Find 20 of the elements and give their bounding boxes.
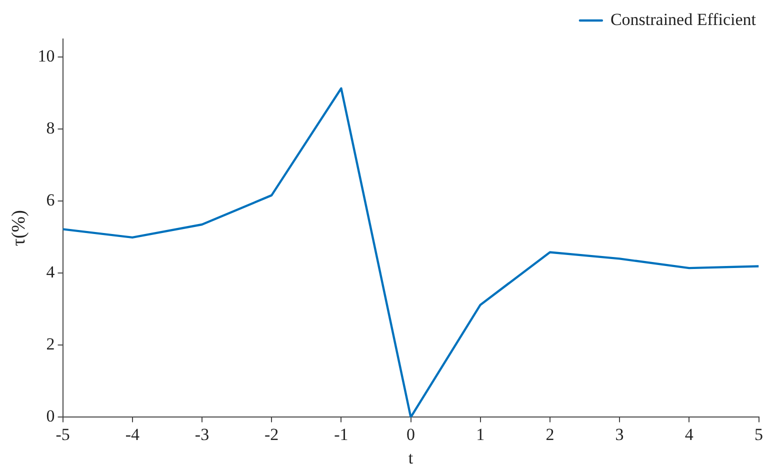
y-tick-label: 0 xyxy=(46,406,55,426)
x-tick-label: 0 xyxy=(406,424,416,444)
x-tick-label: 3 xyxy=(615,424,624,444)
y-axis-title: τ(%) xyxy=(8,210,30,246)
legend-label: Constrained Efficient xyxy=(610,10,756,29)
x-tick-label: -3 xyxy=(194,424,210,444)
y-tick-label: 2 xyxy=(46,334,55,354)
x-tick-label: 4 xyxy=(684,424,694,444)
x-tick-label: -5 xyxy=(56,424,70,444)
y-tick-label: 8 xyxy=(46,118,55,138)
x-tick-label: 1 xyxy=(476,424,485,444)
x-tick-label: -1 xyxy=(334,424,348,444)
y-tick-label: 10 xyxy=(38,46,55,66)
x-axis-title: t xyxy=(408,448,414,468)
x-tick-label: 2 xyxy=(546,424,554,444)
y-tick-label: 6 xyxy=(46,190,55,210)
x-tick-label: -2 xyxy=(264,424,279,444)
x-tick-label: 5 xyxy=(754,424,763,444)
y-tick-label: 4 xyxy=(46,262,56,282)
x-tick-label: -4 xyxy=(125,424,140,444)
